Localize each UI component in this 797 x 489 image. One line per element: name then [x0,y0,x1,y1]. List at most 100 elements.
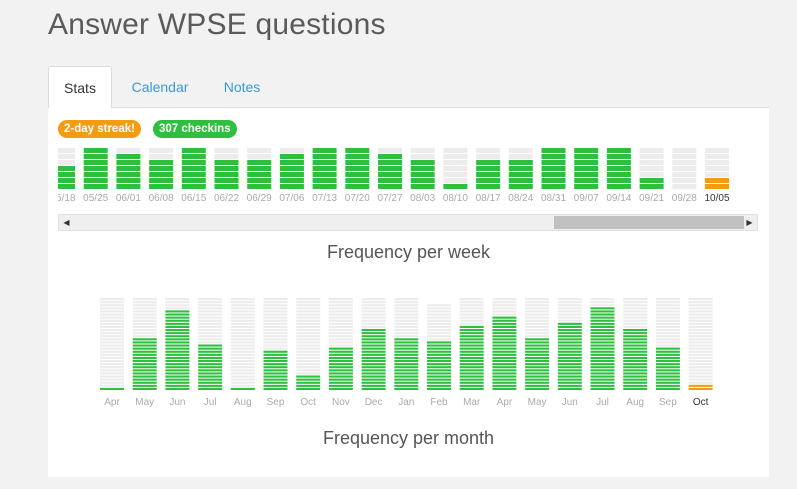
week-bar-segment [312,154,337,159]
week-tick-label: 07/06 [279,193,304,204]
month-bar-day [361,313,386,316]
month-bar-day [361,316,386,319]
week-bar-segment [410,178,435,183]
week-bar-segment [705,160,729,165]
month-bar-day [328,369,353,372]
month-bar-day [100,325,124,328]
month-bar-day [623,369,648,372]
month-bar-day [623,322,648,325]
month-bar-day [557,350,582,353]
month-bar-day [230,360,255,363]
month-bar-day [623,313,648,316]
month-bar-day [590,335,615,338]
month-bar-day [296,301,321,304]
month-bar-day [263,350,288,353]
month-bar-day [623,360,648,363]
month-bar-day [361,322,386,325]
scrollbar-thumb[interactable] [554,216,744,229]
month-bar-day [655,360,680,363]
month-bar-day [132,307,157,310]
month-bar-day [492,316,517,319]
month-bar-day [623,304,648,307]
week-bar-segment [639,166,664,171]
month-bar-day [328,363,353,366]
month-bar-day [590,316,615,319]
month-bar-day [459,341,484,344]
month-bar-day [165,353,190,356]
week-bar-segment [443,172,468,177]
month-bar-day [198,307,223,310]
month-bar [688,298,713,390]
month-bar-day [459,319,484,322]
month-bar-day [590,350,615,353]
month-bar-day [590,360,615,363]
month-bar-day [132,384,157,387]
week-tick-label: 05/25 [83,193,108,204]
month-bar-day [394,298,419,301]
month-bar-day [557,329,582,332]
week-bar-segment [58,184,75,189]
month-bar-day [427,316,451,319]
month-bar-day [688,369,713,372]
month-bar-day [492,322,517,325]
month-bar-day [296,347,321,350]
month-bar-day [459,375,484,378]
week-bar-segment [672,160,697,165]
month-bar-day [198,381,223,384]
month-bar-day [557,313,582,316]
month-bar-day [100,360,124,363]
month-bar-day [230,350,255,353]
month-bar-day [525,384,550,387]
scroll-right-icon[interactable]: ▶ [746,218,753,227]
month-bar-day [557,381,582,384]
month-bar-day [165,319,190,322]
month-bar-day [688,316,713,319]
month-bar-day [394,353,419,356]
month-bar-day [328,332,353,335]
month-bar-day [165,304,190,307]
week-tick-label: 08/31 [541,193,566,204]
week-bar-segment [181,178,206,183]
tab-notes[interactable]: Notes [223,79,261,95]
month-bar-day [198,366,223,369]
week-bar [214,148,239,189]
month-bar-day [655,316,680,319]
month-bar-day [655,335,680,338]
week-bar-segment [606,184,631,189]
month-bar-day [459,304,484,307]
week-bar-segment [508,172,533,177]
month-bar-day [100,375,124,378]
month-bar-day [688,384,713,387]
week-bar-segment [508,148,533,153]
month-bar-day [557,301,582,304]
week-tick-label: 06/08 [149,193,174,204]
scroll-left-icon[interactable]: ◀ [63,218,70,227]
chart-scrollbar[interactable]: ◀ ▶ [58,214,758,231]
month-bar-day [100,313,124,316]
month-bar-day [328,353,353,356]
month-bar-day [688,307,713,310]
tab-stats[interactable]: Stats [48,66,112,109]
week-bar-segment [214,166,239,171]
week-bar-segment [574,154,599,159]
tab-calendar[interactable]: Calendar [131,79,189,95]
week-bar-segment [705,184,729,189]
week-bar-segment [247,178,272,183]
month-bar-day [655,307,680,310]
week-bar-segment [279,172,304,177]
month-bar-day [394,366,419,369]
month-bar-day [328,313,353,316]
month-bar [361,298,386,390]
month-bar-day [328,304,353,307]
month-bar-day [525,322,550,325]
month-bar-day [557,356,582,359]
week-bar [279,148,304,189]
month-bar-day [132,319,157,322]
month-bar-day [296,313,321,316]
month-bar-day [557,341,582,344]
month-bar-day [165,369,190,372]
month-bar-day [459,338,484,341]
month-bar-day [394,301,419,304]
month-bar-day [623,372,648,375]
month-bar-day [361,381,386,384]
